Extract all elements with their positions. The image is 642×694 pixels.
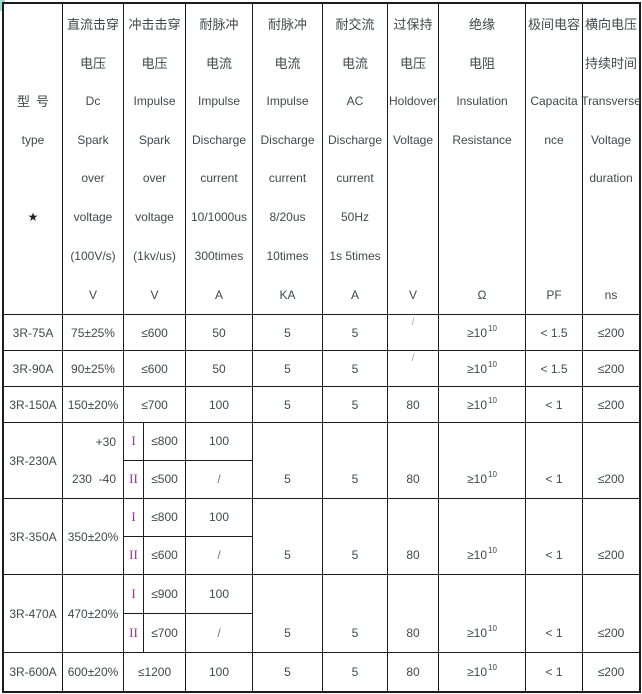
cell-holdover-voltage: 80 (388, 499, 439, 575)
cell-capacitance: < 1 (526, 653, 583, 691)
cell-impulse-discharge-a: 100 / (186, 423, 253, 499)
type-header-en: type (21, 132, 45, 147)
cell-capacitance: < 1.5 (526, 315, 583, 351)
header-cell-ac-discharge-current: 耐交流 电流 AC Discharge current 50Hz 1s 5tim… (323, 4, 388, 315)
cell-dc-spark-voltage: 600±20% (63, 653, 124, 691)
cell-insulation-resistance: ≥10 10 (439, 423, 526, 499)
cell-insulation-resistance: ≥10 10 (439, 351, 526, 387)
cell-impulse-discharge-a: 100 (186, 387, 253, 423)
cell-type: 3R-75A (4, 315, 63, 351)
cell-impulse-spark-voltage: ≤600 (124, 315, 186, 351)
cell-insulation-resistance: ≥10 10 (439, 575, 526, 653)
cell-capacitance: < 1 (526, 387, 583, 423)
cell-holdover-voltage: 80 (388, 653, 439, 691)
header-cell-impulse-spark-voltage: 冲击击穿 电压 Impulse Spark over voltage (1kv/… (124, 4, 186, 315)
cell-dc-spark-voltage: +30 230 -40 (63, 423, 124, 499)
cell-impulse-discharge-ka: 5 (253, 351, 323, 387)
cell-transverse-duration: ≤200 (597, 665, 625, 679)
cell-impulse-discharge-ka: 5 (253, 423, 323, 499)
cell-capacitance: < 1 (526, 499, 583, 575)
cell-impulse-discharge-a: 100 (186, 653, 253, 691)
header-cell-transverse-duration: 横向电压 持续时间 Transverse Voltage duration ns (581, 4, 641, 315)
cell-transverse-duration: ≤200 (583, 499, 639, 575)
type-header-zh: 型号 (17, 94, 49, 110)
header-cell-type: 型号 type ★ (4, 4, 63, 315)
cell-impulse-discharge-ka: 5 (253, 387, 323, 423)
cell-impulse-spark-voltage: ≤800 ≤600 (144, 499, 186, 575)
cell-transverse-duration: ≤200 (583, 315, 639, 351)
cell-holdover-voltage: / (388, 315, 439, 351)
cell-impulse-discharge-ka: 5 (253, 653, 323, 691)
cell-transverse-duration: ≤200 (583, 351, 639, 387)
cell-ac-discharge-current: 5 (323, 423, 388, 499)
cell-insulation-resistance: ≥10 10 (439, 315, 526, 351)
cell-grade: I II (124, 423, 144, 499)
cell-ac-discharge-current: 5 (323, 387, 388, 423)
star-icon: ★ (27, 210, 39, 225)
cell-dc-spark-voltage: 150±20% (63, 387, 124, 423)
cell-impulse-spark-voltage: ≤1200 (124, 653, 186, 691)
cell-ac-discharge-current: 5 (323, 499, 388, 575)
header-cell-capacitance: 极间电容 Capacita nce PF (526, 4, 583, 315)
cell-ac-discharge-current: 5 (323, 575, 388, 653)
cell-impulse-discharge-ka: 5 (253, 499, 323, 575)
cell-dc-spark-voltage: 350±20% (63, 499, 124, 575)
cell-holdover-voltage: 80 (388, 423, 439, 499)
cell-type: 3R-600A (4, 653, 63, 691)
cell-ac-discharge-current: 5 (323, 351, 388, 387)
cell-impulse-spark-voltage: ≤700 (124, 387, 186, 423)
cell-capacitance: < 1.5 (526, 351, 583, 387)
cell-transverse-duration: ≤200 (583, 387, 639, 423)
header-cell-impulse-discharge-a: 耐脉冲 电流 Impulse Discharge current 10/1000… (186, 4, 253, 315)
cell-ac-discharge-current: 5 (323, 315, 388, 351)
cell-insulation-resistance: ≥10 10 (439, 499, 526, 575)
cell-insulation-resistance: ≥10 10 (439, 387, 526, 423)
cell-holdover-voltage: 80 (388, 387, 439, 423)
header-cell-dc-spark-voltage: 直流击穿 电压 Dc Spark over voltage (100V/s) V (63, 4, 124, 315)
cell-dc-spark-voltage: 470±20% (63, 575, 124, 653)
cell-holdover-voltage: 80 (388, 575, 439, 653)
cell-dc-spark-voltage: 90±25% (63, 351, 124, 387)
cell-type: 3R-150A (4, 387, 63, 423)
header-cell-holdover-voltage: 过保持 电压 Holdover Voltage V (388, 4, 439, 315)
cell-insulation-resistance: ≥10 10 (439, 653, 526, 691)
cell-impulse-spark-voltage: ≤900 ≤700 (144, 575, 186, 653)
cell-type: 3R-90A (4, 351, 63, 387)
cell-grade: I II (124, 499, 144, 575)
cell-dc-spark-voltage: 75±25% (63, 315, 124, 351)
cell-type: 3R-230A (4, 423, 63, 499)
header-cell-insulation-resistance: 绝缘 电阻 Insulation Resistance Ω (439, 4, 526, 315)
cell-ac-discharge-current: 5 (323, 653, 388, 691)
cell-impulse-discharge-ka: 5 (253, 315, 323, 351)
cell-holdover-voltage: / (388, 351, 439, 387)
cell-impulse-discharge-a: 100 / (186, 575, 253, 653)
cell-impulse-discharge-ka: 5 (253, 575, 323, 653)
cell-impulse-discharge-a: 50 (186, 351, 253, 387)
cell-capacitance: < 1 (526, 423, 583, 499)
cell-impulse-spark-voltage: ≤600 (124, 351, 186, 387)
cell-capacitance: < 1 (526, 575, 583, 653)
cell-type: 3R-350A (4, 499, 63, 575)
cell-impulse-discharge-a: 100 / (186, 499, 253, 575)
cell-type: 3R-470A (4, 575, 63, 653)
cell-grade: I II (124, 575, 144, 653)
cell-transverse-duration: ≤200 (583, 423, 639, 499)
cell-transverse-duration: ≤200 (583, 575, 639, 653)
cell-impulse-spark-voltage: ≤800 ≤500 (144, 423, 186, 499)
header-cell-impulse-discharge-ka: 耐脉冲 电流 Impulse Discharge current 8/20us … (253, 4, 323, 315)
cell-impulse-discharge-a: 50 (186, 315, 253, 351)
